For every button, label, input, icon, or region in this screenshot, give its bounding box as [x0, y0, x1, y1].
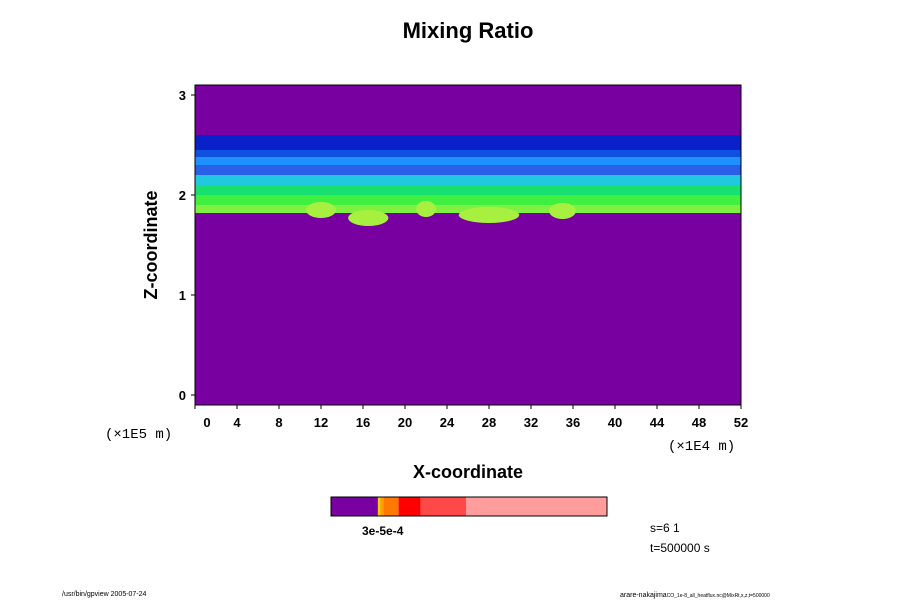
- t-annotation: t=500000 s: [650, 541, 710, 555]
- x-axis-unit: (×1E4 m): [668, 439, 735, 455]
- colorbar-segment-4: [398, 497, 421, 516]
- plot-area: [194, 84, 742, 406]
- x-tick-label: 44: [650, 415, 665, 430]
- x-tick-label: 24: [440, 415, 455, 430]
- plot-frame: [194, 84, 742, 406]
- s-annotation: s=6 1: [650, 521, 680, 535]
- y-tick-label: 0: [179, 388, 186, 403]
- x-tick-label: 4: [233, 415, 241, 430]
- y-axis-ticks: 0 1 2 3: [179, 88, 195, 403]
- y-tick-label: 2: [179, 188, 186, 203]
- x-tick-label: 40: [608, 415, 622, 430]
- colorbar-segment-2: [380, 497, 384, 516]
- mixing-band-lower-edge: [305, 201, 576, 226]
- x-tick-label: 8: [275, 415, 282, 430]
- y-axis-label: Z-coordinate: [141, 190, 161, 299]
- x-tick-label: 32: [524, 415, 538, 430]
- footer-right-main: arare-nakajima: [620, 592, 667, 599]
- band-lobe-2: [458, 207, 520, 223]
- band-layer-2: [195, 157, 741, 165]
- footer-left: /usr/bin/gpview 2005-07-24: [62, 591, 147, 598]
- band-layer-3: [195, 165, 741, 175]
- colorbar-segment-5: [420, 497, 467, 516]
- colorbar-segment-6: [466, 497, 607, 516]
- x-axis-ticks: 0 4 8 12 16 20 24 28 32 36 40 44 48 52: [194, 405, 748, 430]
- band-layer-4: [195, 175, 741, 185]
- chart-title: Mixing Ratio: [403, 18, 534, 43]
- band-layer-1: [195, 150, 741, 157]
- x-tick-label: 0: [203, 415, 210, 430]
- y-tick-label: 1: [179, 288, 186, 303]
- x-tick-label: 52: [734, 415, 748, 430]
- colorbar-segment-0: [331, 497, 378, 516]
- colorbar-frame: [330, 496, 608, 517]
- band-lobe-3: [549, 203, 576, 219]
- band-layer-0: [195, 135, 741, 150]
- x-tick-label: 28: [482, 415, 496, 430]
- band-lobe-0: [305, 202, 337, 218]
- colorbar-segment-3: [383, 497, 399, 516]
- band-lobe-4: [415, 201, 437, 217]
- x-axis-label: X-coordinate: [413, 462, 523, 482]
- footer-right: arare-nakajimaCO_1e-8_all_heatflux.nc@Mi…: [620, 592, 770, 599]
- colorbar-label: 3e-5e-4: [362, 524, 404, 538]
- mixing-band: [195, 135, 741, 213]
- y-axis-unit: (×1E5 m): [105, 427, 172, 443]
- band-layer-6: [195, 195, 741, 205]
- band-layer-5: [195, 185, 741, 195]
- colorbar: [330, 496, 608, 517]
- x-tick-label: 12: [314, 415, 328, 430]
- x-tick-label: 20: [398, 415, 412, 430]
- x-tick-label: 48: [692, 415, 706, 430]
- colorbar-segment-1: [377, 497, 381, 516]
- plot-background: [195, 85, 741, 405]
- x-tick-label: 36: [566, 415, 580, 430]
- x-tick-label: 16: [356, 415, 370, 430]
- band-lobe-1: [348, 210, 389, 226]
- footer-right-detail: CO_1e-8_all_heatflux.nc@MixRt,x,z,t=5000…: [667, 593, 770, 599]
- y-tick-label: 3: [179, 88, 186, 103]
- band-layer-7: [195, 205, 741, 213]
